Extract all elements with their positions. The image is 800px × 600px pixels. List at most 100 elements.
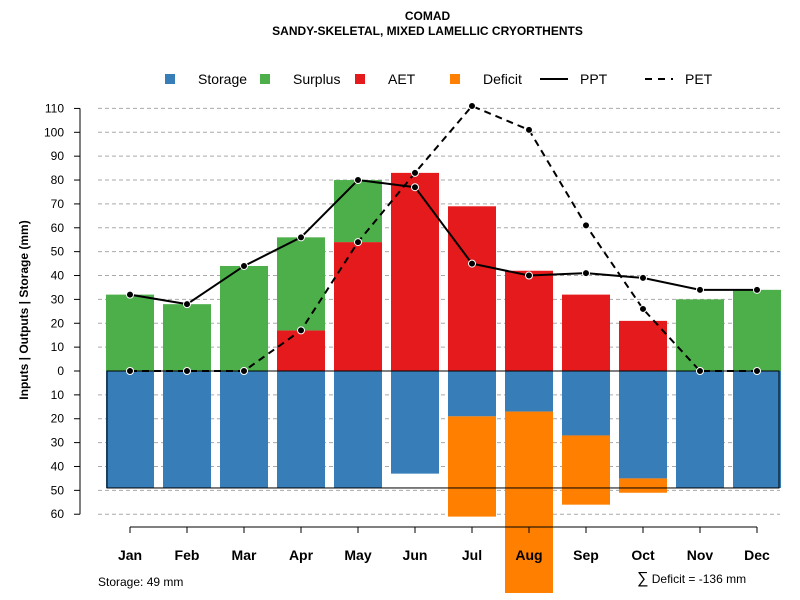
y-tick-label: 80 [51,173,65,187]
chart-subtitle: SANDY-SKELETAL, MIXED LAMELLIC CRYORTHEN… [272,24,583,38]
ppt-point [525,271,533,280]
ppt-point [639,273,647,282]
storage-bar [163,371,211,488]
legend-label: Deficit [483,71,522,87]
surplus-bar [163,304,211,371]
x-tick-label: Nov [687,547,714,563]
x-tick-label: Sep [573,547,599,563]
surplus-bar [733,289,781,371]
ppt-point [753,285,761,294]
y-tick-label: 40 [51,459,65,473]
pet-point [240,367,248,375]
ppt-point [582,269,590,278]
pet-point [411,168,419,177]
storage-bar [619,371,667,479]
summation-symbol: ∑ [637,570,649,587]
aet-bar [505,270,553,371]
legend-label: PPT [580,71,608,87]
y-tick-label: 60 [51,221,65,235]
storage-bar [733,371,781,488]
storage-bar [106,371,154,488]
deficit-bar [619,478,667,493]
y-tick-label: 60 [51,507,65,521]
pet-point [696,367,704,375]
pet-point [183,367,191,375]
aet-bar [619,320,667,371]
y-tick-label: 110 [45,101,64,115]
x-tick-label: Jan [118,547,142,563]
pet-line [130,104,757,372]
legend-swatch [355,74,365,84]
deficit-bar [562,435,610,505]
x-tick-label: Dec [744,547,770,563]
deficit-note: ∑ Deficit = -136 mm [637,570,746,588]
y-tick-label: 30 [51,292,65,306]
x-tick-label: Aug [515,547,542,563]
chart-title: COMAD [404,9,451,23]
pet-point [639,304,647,313]
y-tick-label: 10 [51,388,65,402]
y-tick-label: 20 [51,412,65,426]
x-tick-label: Feb [175,547,200,563]
pet-point [468,102,476,111]
pet-point [354,238,362,247]
aet-bar [277,330,325,371]
x-tick-label: Mar [232,547,257,563]
y-tick-label: 70 [51,197,65,211]
surplus-bar [676,299,724,371]
ppt-point [354,176,362,185]
deficit-note-text: Deficit = -136 mm [651,572,747,586]
legend-label: Surplus [293,71,340,87]
storage-bar [220,371,268,488]
y-tick-label: 50 [51,483,65,497]
x-tick-label: Jul [462,547,482,563]
pet-point [525,125,533,134]
surplus-bar [334,180,382,243]
storage-bar [277,371,325,488]
x-tick-label: Jun [403,547,428,563]
aet-bar [391,172,439,371]
storage-bar [676,371,724,488]
surplus-bar [220,265,268,371]
ppt-point [183,300,191,309]
y-tick-label: 20 [51,316,65,330]
ppt-point [468,259,476,268]
ppt-point [411,183,419,192]
pet-point [126,367,134,375]
ppt-point [240,261,248,270]
legend-swatch [260,74,270,84]
storage-note: Storage: 49 mm [98,575,184,589]
pet-point [753,367,761,375]
ppt-line [129,178,757,306]
surplus-bar [277,237,325,331]
legend-label: PET [685,71,713,87]
deficit-bar [505,411,553,593]
aet-bar [562,294,610,371]
legend-label: AET [388,71,416,87]
storage-bar [562,371,610,436]
aet-bar [448,206,496,371]
ppt-point [297,233,305,242]
storage-bar [505,371,553,412]
storage-bar [391,371,439,474]
y-tick-label: 40 [51,269,65,283]
legend-swatch [165,74,175,84]
x-tick-label: Oct [631,547,655,563]
x-tick-label: May [344,547,371,563]
ppt-point [126,290,134,299]
x-tick-label: Apr [289,547,314,563]
legend-swatch [450,74,460,84]
surplus-bar [106,294,154,371]
y-tick-label: 90 [51,149,65,163]
y-tick-label: 10 [51,340,65,354]
y-tick-label: 100 [44,125,64,139]
storage-bar [448,371,496,417]
pet-point [297,326,305,335]
aet-bar [334,242,382,371]
pet-point [582,221,590,230]
storage-bar [334,371,382,488]
y-tick-label: 0 [57,364,64,378]
y-axis-label: Inputs | Outputs | Storage (mm) [17,220,31,399]
ppt-point [696,285,704,294]
y-tick-label: 50 [51,245,65,259]
